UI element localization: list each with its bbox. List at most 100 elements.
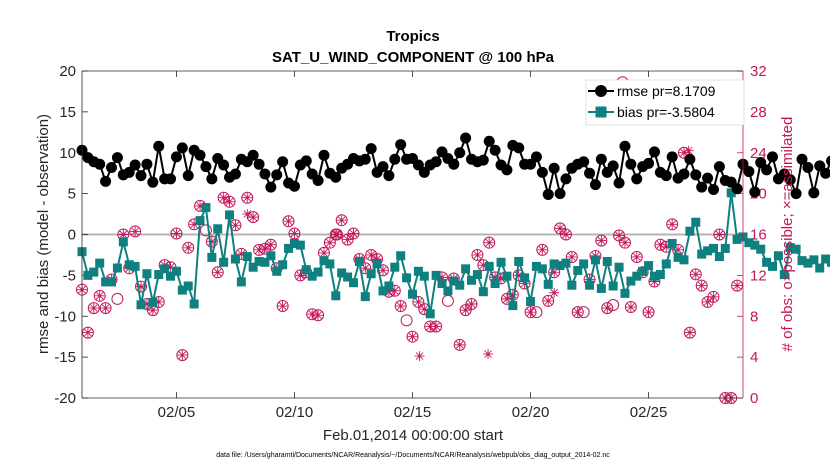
bias-point (313, 267, 323, 277)
chart-subtitle: SAT_U_WIND_COMPONENT @ 100 hPa (272, 49, 555, 66)
obs-assimilated-marker (206, 236, 217, 247)
obs-assimilated-marker (472, 249, 483, 260)
rmse-point (100, 175, 112, 187)
bias-point (567, 280, 577, 290)
obs-possible-marker (707, 290, 720, 303)
obs-assimilated-marker (560, 229, 571, 240)
rmse-point (796, 153, 808, 165)
rmse-point (448, 158, 460, 170)
obs-assimilated-marker (407, 331, 418, 342)
bias-point (307, 271, 317, 281)
rmse-point (530, 151, 542, 163)
rmse-point (755, 157, 767, 169)
obs-assimilated-marker (383, 286, 394, 297)
rmse-point (359, 153, 371, 165)
obs-assimilated-marker (625, 302, 636, 313)
obs-assimilated-marker (655, 239, 666, 250)
bias-point (785, 243, 795, 253)
y-tick-label: -15 (54, 349, 76, 366)
y-axis-label: rmse and bias (model - observation) (35, 114, 52, 354)
bias-point (685, 226, 695, 236)
obs-possible-marker (176, 349, 189, 362)
bias-point (248, 262, 258, 272)
rmse-point (660, 170, 672, 182)
rmse-point (318, 149, 330, 161)
rmse-point (619, 140, 631, 152)
obs-possible-marker (99, 302, 112, 315)
obs-assimilated-marker (94, 290, 105, 301)
bias-point (272, 266, 282, 276)
bias-point (555, 261, 565, 271)
obs-possible-marker (288, 227, 301, 240)
rmse-point (377, 161, 389, 173)
rmse-point (589, 179, 601, 191)
bias-point (514, 256, 524, 266)
bias-point (762, 257, 772, 267)
obs-possible-marker (601, 302, 614, 315)
obs-possible-marker (613, 229, 626, 242)
obs-possible-marker (559, 228, 572, 241)
bias-point (496, 257, 506, 267)
rmse-point (595, 153, 607, 165)
obs-possible-marker (406, 330, 419, 343)
obs-assimilated-marker (236, 248, 247, 259)
bias-point (289, 238, 299, 248)
legend-rmse-marker (595, 85, 607, 97)
bias-point (402, 273, 412, 283)
bias-point (148, 297, 158, 307)
obs-assimilated-marker (490, 272, 501, 283)
bias-point (189, 299, 199, 309)
bias-point (667, 238, 677, 248)
obs-possible-marker (689, 268, 702, 281)
bias-point (130, 261, 140, 271)
obs-assimilated-marker (147, 305, 158, 316)
bias-point (154, 270, 164, 280)
obs-assimilated-marker (377, 265, 388, 276)
obs-possible-marker (666, 218, 679, 231)
bias-point (166, 271, 176, 281)
obs-possible-marker (465, 297, 478, 310)
rmse-point (643, 157, 655, 169)
bias-point (744, 238, 754, 248)
y2-axis-label: # of obs: o=possible; ×=assimilated (779, 117, 796, 352)
y-tick-label: 5 (68, 186, 76, 203)
obs-assimilated-marker (684, 327, 695, 338)
obs-possible-marker (542, 294, 555, 307)
chart-title: Tropics (386, 28, 439, 45)
bias-point (673, 252, 683, 262)
bias-point (455, 280, 465, 290)
obs-possible-marker (400, 314, 413, 327)
obs-possible-marker (81, 326, 94, 339)
bias-point (413, 266, 423, 276)
rmse-point (536, 166, 548, 178)
x-axis-label: Feb.01,2014 00:00:00 start (323, 427, 504, 444)
obs-assimilated-marker (649, 276, 660, 287)
bias-point (703, 246, 713, 256)
obs-assimilated-marker (708, 291, 719, 302)
obs-assimilated-marker (413, 296, 424, 307)
rmse-point (696, 181, 708, 193)
rmse-point (761, 164, 773, 176)
obs-possible-marker (135, 280, 148, 293)
rmse-point (111, 152, 123, 164)
data-file-note: data file: /Users/gharamti/Documents/NCA… (216, 452, 610, 459)
rmse-point (790, 188, 802, 200)
bias-point (809, 255, 819, 265)
obs-assimilated-marker (88, 303, 99, 314)
obs-assimilated-marker (289, 228, 300, 239)
bias-point (101, 277, 111, 287)
rmse-point (713, 161, 725, 173)
obs-assimilated-marker (696, 280, 707, 291)
obs-possible-marker (536, 243, 549, 256)
bias-point (608, 281, 618, 291)
bias-point (526, 297, 536, 307)
rmse-point (542, 188, 554, 200)
obs-assimilated-marker (136, 281, 147, 292)
bias-point (319, 256, 329, 266)
bias-point (437, 279, 447, 289)
bias-point (596, 283, 606, 293)
obs-assimilated-marker (118, 229, 129, 240)
obs-assimilated-marker (501, 293, 512, 304)
obs-assimilated-marker (212, 267, 223, 278)
bias-point (331, 291, 341, 301)
